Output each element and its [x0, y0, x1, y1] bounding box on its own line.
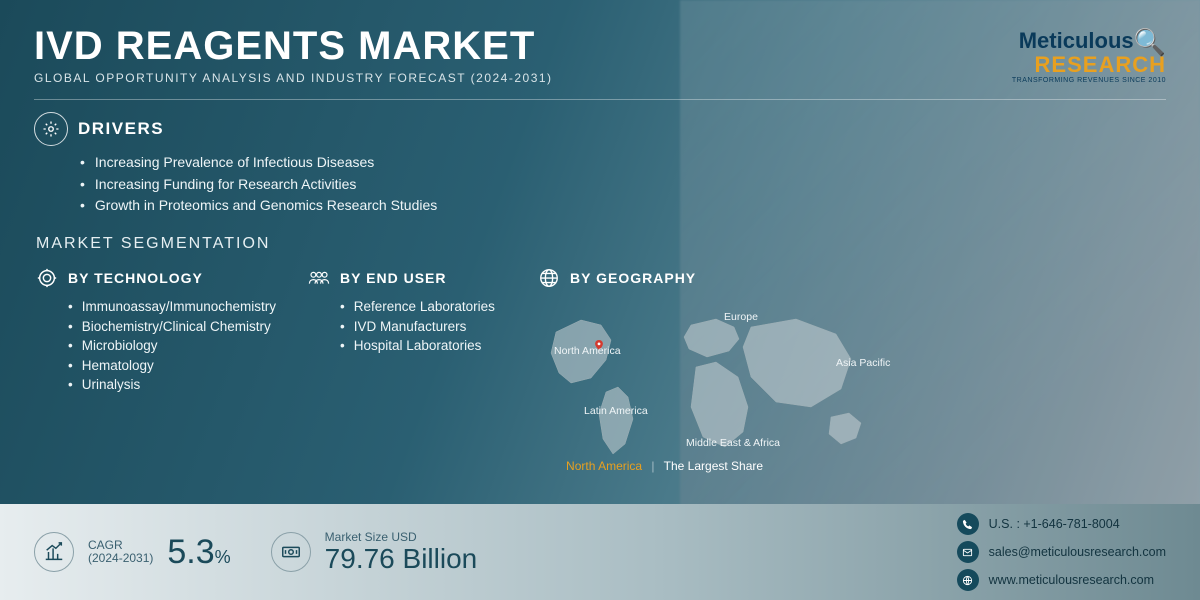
list-item: Hematology	[68, 356, 276, 376]
phone-icon	[957, 513, 979, 535]
technology-header: BY TECHNOLOGY	[34, 265, 276, 291]
geography-heading: BY GEOGRAPHY	[570, 270, 696, 286]
contact-web: www.meticulousresearch.com	[957, 569, 1166, 591]
contacts-block: U.S. : +1-646-781-8004 sales@meticulousr…	[957, 513, 1166, 591]
title-block: IVD REAGENTS MARKET GLOBAL OPPORTUNITY A…	[34, 24, 553, 85]
item-text: Biochemistry/Clinical Chemistry	[82, 319, 271, 334]
drivers-heading: DRIVERS	[78, 119, 164, 139]
segmentation-row: BY TECHNOLOGY Immunoassay/Immunochemistr…	[34, 265, 1166, 477]
map-label-ap: Asia Pacific	[836, 357, 890, 369]
contact-email: sales@meticulousresearch.com	[957, 541, 1166, 563]
segment-geography: BY GEOGRAPHY North America	[536, 265, 1166, 477]
email-text: sales@meticulousresearch.com	[989, 545, 1166, 559]
technology-heading: BY TECHNOLOGY	[68, 270, 203, 286]
drivers-list: Increasing Prevalence of Infectious Dise…	[34, 152, 1166, 217]
segment-technology: BY TECHNOLOGY Immunoassay/Immunochemistr…	[34, 265, 276, 477]
page-subtitle: GLOBAL OPPORTUNITY ANALYSIS AND INDUSTRY…	[34, 71, 553, 85]
map-label-la: Latin America	[584, 405, 648, 417]
segment-end-user: BY END USER Reference Laboratories IVD M…	[306, 265, 506, 477]
cagr-label-text: CAGR	[88, 538, 123, 552]
map-svg	[536, 297, 896, 477]
end-user-heading: BY END USER	[340, 270, 446, 286]
list-item: Growth in Proteomics and Genomics Resear…	[80, 195, 1166, 217]
cagr-number: 5.3	[167, 533, 214, 571]
callout-separator: |	[651, 459, 654, 473]
web-icon	[957, 569, 979, 591]
stat-cagr: CAGR (2024-2031) 5.3%	[34, 532, 231, 572]
list-item: Biochemistry/Clinical Chemistry	[68, 317, 276, 337]
header-row: IVD REAGENTS MARKET GLOBAL OPPORTUNITY A…	[34, 24, 1166, 85]
callout-region: North America	[566, 459, 642, 473]
phone-text: U.S. : +1-646-781-8004	[989, 517, 1120, 531]
end-user-list: Reference Laboratories IVD Manufacturers…	[306, 297, 506, 356]
globe-icon	[536, 265, 562, 291]
contact-phone: U.S. : +1-646-781-8004	[957, 513, 1166, 535]
end-user-icon	[306, 265, 332, 291]
cagr-value: 5.3%	[167, 535, 230, 569]
geography-header: BY GEOGRAPHY	[536, 265, 1166, 291]
map-label-na: North America	[554, 345, 621, 357]
world-map: North America Latin America Europe Middl…	[536, 297, 896, 477]
map-callout: North America | The Largest Share	[566, 459, 763, 473]
email-icon	[957, 541, 979, 563]
brand-logo: Meticulous🔍 RESEARCH TRANSFORMING REVENU…	[1012, 24, 1166, 84]
list-item: Urinalysis	[68, 375, 276, 395]
list-item: IVD Manufacturers	[340, 317, 506, 337]
callout-text: The Largest Share	[664, 459, 763, 473]
money-icon	[271, 532, 311, 572]
item-text: Immunoassay/Immunochemistry	[82, 299, 276, 314]
list-item: Microbiology	[68, 336, 276, 356]
technology-icon	[34, 265, 60, 291]
market-size-value: 79.76 Billion	[325, 545, 478, 573]
logo-line1: Meticulous🔍	[1012, 24, 1166, 55]
list-item: Immunoassay/Immunochemistry	[68, 297, 276, 317]
map-label-eu: Europe	[724, 311, 758, 323]
content-area: IVD REAGENTS MARKET GLOBAL OPPORTUNITY A…	[0, 0, 1200, 600]
list-item: Increasing Funding for Research Activiti…	[80, 174, 1166, 196]
divider	[34, 99, 1166, 100]
drivers-icon	[34, 112, 68, 146]
segmentation-title: MARKET SEGMENTATION	[36, 235, 1166, 253]
end-user-header: BY END USER	[306, 265, 506, 291]
cagr-unit: %	[215, 547, 231, 567]
chart-growth-icon	[34, 532, 74, 572]
logo-text-1: Meticulous	[1019, 28, 1134, 53]
map-label-mea: Middle East & Africa	[686, 437, 780, 449]
list-item: Hospital Laboratories	[340, 336, 506, 356]
logo-tagline: TRANSFORMING REVENUES SINCE 2010	[1012, 77, 1166, 84]
web-text: www.meticulousresearch.com	[989, 573, 1154, 587]
cagr-label: CAGR (2024-2031)	[88, 539, 153, 565]
stat-market-size: Market Size USD 79.76 Billion	[271, 531, 478, 572]
magnifier-icon: 🔍	[1134, 27, 1166, 58]
page-title: IVD REAGENTS MARKET	[34, 24, 553, 69]
drivers-header: DRIVERS	[34, 112, 1166, 146]
cagr-period: (2024-2031)	[88, 551, 153, 565]
footer-band: CAGR (2024-2031) 5.3% Market Size USD 79…	[0, 504, 1200, 600]
list-item: Reference Laboratories	[340, 297, 506, 317]
technology-list: Immunoassay/Immunochemistry Biochemistry…	[34, 297, 276, 395]
list-item: Increasing Prevalence of Infectious Dise…	[80, 152, 1166, 174]
